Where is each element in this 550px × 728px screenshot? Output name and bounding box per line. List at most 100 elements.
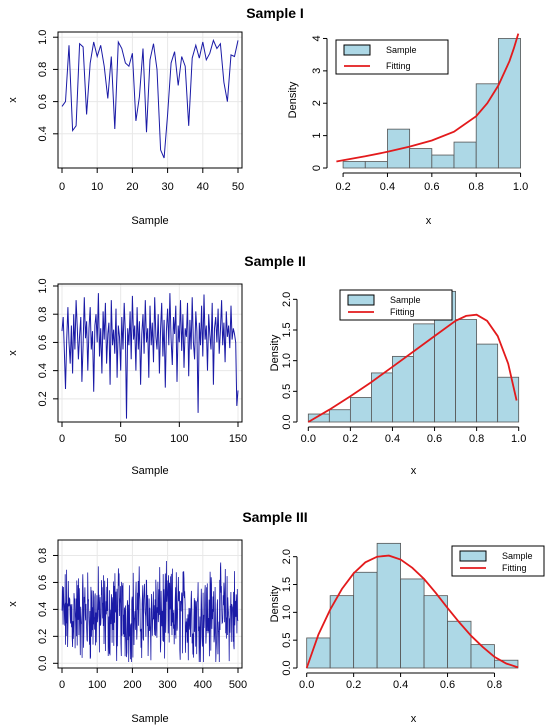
- legend-swatch-sample: [459, 550, 487, 562]
- plot-border: [57, 31, 243, 169]
- x-tick-label: 100: [170, 433, 188, 445]
- fitting-curve: [307, 313, 518, 423]
- y-tick-label: 0.4: [37, 602, 49, 617]
- legend-label-fitting: Fitting: [502, 563, 527, 573]
- y-tick-label: 2: [311, 100, 323, 106]
- histogram-bar: [455, 319, 478, 423]
- histogram-bar: [364, 161, 388, 169]
- x-tick-label: 0: [59, 181, 65, 193]
- x-tick-label: 0.4: [385, 433, 400, 445]
- x-tick-label: 0.4: [380, 181, 395, 193]
- x-tick-label: 40: [197, 181, 209, 193]
- x-tick-label: 400: [194, 679, 212, 691]
- x-axis-label: Sample: [131, 215, 168, 227]
- histogram-bar: [423, 595, 448, 669]
- x-tick-label: 200: [123, 679, 141, 691]
- x-tick-label: 0.0: [301, 433, 316, 445]
- y-tick-label: 0.6: [37, 94, 49, 109]
- y-tick-label: 0.0: [37, 656, 49, 671]
- y-tick-label: 1.5: [281, 322, 293, 337]
- y-axis-label: Density: [287, 81, 299, 118]
- y-tick-label: 0.4: [37, 126, 49, 141]
- histogram-bar: [400, 578, 425, 669]
- legend-swatch-sample: [347, 294, 375, 306]
- x-tick-label: 0.4: [393, 679, 408, 691]
- x-tick-label: 0.6: [427, 433, 442, 445]
- legend-label-sample: Sample: [390, 295, 421, 305]
- x-tick-label: 0: [59, 679, 65, 691]
- x-tick-label: 0.2: [346, 679, 361, 691]
- plot-border: [57, 539, 243, 669]
- fitting-curve: [336, 33, 520, 163]
- y-axis-label: Density: [269, 334, 281, 371]
- x-axis-label: x: [426, 215, 432, 227]
- histogram-bar: [470, 644, 495, 669]
- histogram-bar: [306, 637, 331, 669]
- x-tick-label: 150: [229, 433, 247, 445]
- histogram-bar: [349, 397, 372, 423]
- y-tick-label: 0.8: [37, 62, 49, 77]
- x-tick-label: 500: [229, 679, 247, 691]
- x-tick-label: 0.6: [424, 181, 439, 193]
- histogram-plot: 0.0 0.2 0.4 0.6 0.8 1.0 0.0 0.5 1.0 1.5 2.0 x Densit…: [269, 289, 526, 477]
- x-tick-label: 1.0: [511, 433, 526, 445]
- x-tick-label: 50: [232, 181, 244, 193]
- x-tick-label: 0.2: [335, 181, 350, 193]
- y-tick-label: 0.0: [281, 414, 293, 429]
- series-line: [61, 560, 239, 663]
- legend-label-sample: Sample: [502, 551, 533, 561]
- histogram-bar: [392, 355, 414, 423]
- legend-label-sample: Sample: [386, 45, 417, 55]
- y-tick-label: 0.2: [37, 629, 49, 644]
- trace-plot: 0 10 20 30 40 50 0.4 0.6 0.8 1.0 Sample x: [7, 30, 244, 227]
- histogram-bar: [431, 154, 455, 169]
- y-axis-label: Density: [269, 585, 281, 622]
- legend: Sample Fitting: [339, 289, 453, 321]
- histogram-bar: [329, 595, 355, 669]
- histogram-bar: [476, 343, 499, 423]
- series-line: [61, 38, 239, 159]
- x-axis-label: x: [411, 713, 417, 725]
- y-tick-label: 0: [311, 165, 323, 171]
- legend: Sample Fitting: [335, 39, 449, 75]
- legend-label-fitting: Fitting: [386, 61, 411, 71]
- plot-border: [57, 283, 243, 423]
- y-axis-label: x: [7, 350, 19, 356]
- trace-plot: 0 100 200 300 400 500 0.0 0.2 0.4 0.6 0.8 Sample x: [7, 539, 247, 725]
- y-tick-label: 1: [311, 133, 323, 139]
- x-tick-label: 1.0: [513, 181, 528, 193]
- x-tick-label: 300: [158, 679, 176, 691]
- x-tick-label: 30: [161, 181, 173, 193]
- x-axis-label: Sample: [131, 713, 168, 725]
- histogram-bar: [497, 38, 521, 169]
- y-tick-label: 1.0: [281, 353, 293, 368]
- y-tick-label: 1.0: [281, 605, 293, 620]
- histogram-bar: [376, 542, 401, 669]
- x-tick-label: 0.2: [343, 433, 358, 445]
- histogram-bar: [353, 571, 378, 669]
- trace-plot: 0 50 100 150 0.2 0.4 0.6 0.8 1.0 Sample x: [7, 278, 247, 477]
- y-tick-label: 0.6: [37, 335, 49, 350]
- y-tick-label: 4: [311, 35, 323, 41]
- panel-title: Sample II: [244, 253, 305, 269]
- x-tick-label: 0.8: [487, 679, 502, 691]
- x-tick-label: 0.6: [440, 679, 455, 691]
- y-tick-label: 0.8: [37, 548, 49, 563]
- x-tick-label: 0.8: [469, 181, 484, 193]
- panel-title: Sample III: [242, 509, 307, 525]
- histogram-plot: 0.2 0.4 0.6 0.8 1.0 0 1 2 3 4 x Density Sample Fittin…: [287, 33, 528, 227]
- panel-title: Sample I: [246, 5, 304, 21]
- histogram-plot: 0.0 0.2 0.4 0.6 0.8 0.0 0.5 1.0 1.5 2.0 x Density Sa…: [269, 542, 545, 725]
- histogram-bar: [409, 148, 433, 169]
- legend: Sample Fitting: [451, 545, 545, 577]
- x-tick-label: 0: [59, 433, 65, 445]
- histogram-bar: [453, 141, 477, 169]
- fitting-curve: [305, 554, 519, 669]
- y-tick-label: 1.0: [37, 278, 49, 293]
- y-tick-label: 0.6: [37, 575, 49, 590]
- x-tick-label: 0.0: [299, 679, 314, 691]
- y-tick-label: 1.0: [37, 30, 49, 45]
- x-axis-label: x: [411, 465, 417, 477]
- y-tick-label: 0.8: [37, 307, 49, 322]
